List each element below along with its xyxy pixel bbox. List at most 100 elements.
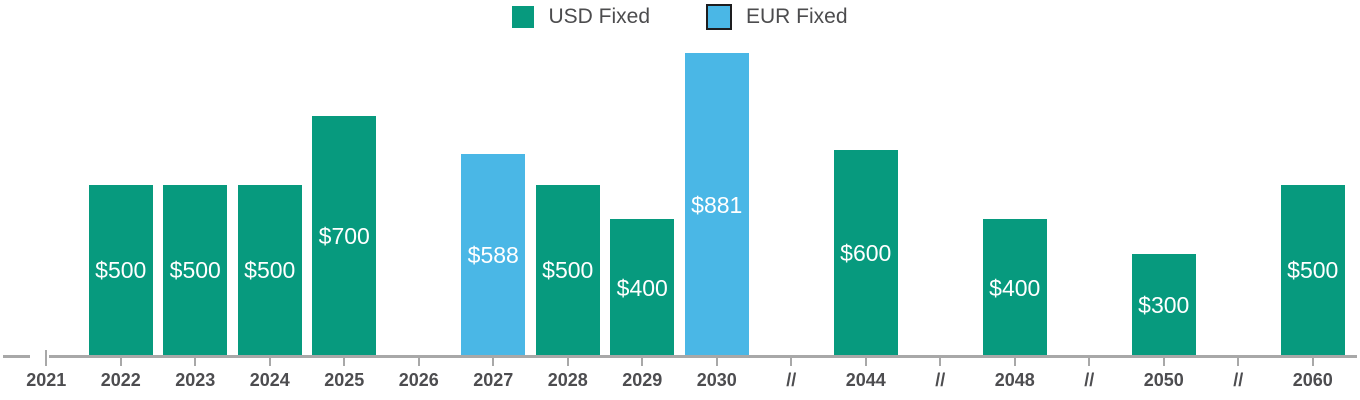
axis-tick <box>790 358 793 366</box>
axis-tick <box>45 350 48 366</box>
bar-slot: $500 <box>531 40 606 357</box>
x-axis-label-2024: 2024 <box>249 370 290 390</box>
bar-value-label: $700 <box>318 222 370 249</box>
legend-item-usd-fixed: USD Fixed <box>512 5 650 29</box>
x-axis-labels: 2021 2022 2023 2024 2025 2026 2027 2028 2029 2030… <box>9 369 1350 391</box>
bar-value-label: $500 <box>244 257 296 284</box>
x-axis-label-2030: 2030 <box>696 370 737 390</box>
axis-tick <box>715 358 718 366</box>
tick-slot <box>531 358 606 374</box>
x-axis-label-2025: 2025 <box>324 370 365 390</box>
tick-slot <box>903 358 978 374</box>
bar-value-label: $500 <box>95 257 147 284</box>
bar-2048: $400 <box>982 219 1047 357</box>
bar-2030: $881 <box>684 53 749 357</box>
axis-tick <box>641 358 644 366</box>
bar-slot: $588 <box>456 40 531 357</box>
tick-slot <box>1127 358 1202 374</box>
plot-area: $500 $500 $500 $700 $588 $500 $400 $881 $600 $400… <box>9 40 1350 357</box>
bar-slot <box>754 40 829 357</box>
bar-value-label: $500 <box>1287 257 1339 284</box>
axis-tick <box>194 358 197 366</box>
x-axis-label-2029: 2029 <box>622 370 663 390</box>
axis-tick <box>1237 358 1240 366</box>
axis-tick <box>343 358 346 366</box>
bar-value-label: $588 <box>467 242 519 269</box>
bar-slot <box>9 40 84 357</box>
tick-slot <box>158 358 233 374</box>
x-axis-label-2048: 2048 <box>994 370 1035 390</box>
bar-2022: $500 <box>88 184 153 357</box>
bar-slot <box>1201 40 1276 357</box>
tick-slot <box>754 358 829 374</box>
x-axis-label-2060: 2060 <box>1292 370 1333 390</box>
chart-legend: USD Fixed EUR Fixed <box>0 4 1360 30</box>
bar-2060: $500 <box>1280 184 1345 357</box>
bar-value-label: $400 <box>989 274 1041 301</box>
legend-label-usd-fixed: USD Fixed <box>548 5 650 28</box>
axis-tick <box>417 358 420 366</box>
bar-value-label: $300 <box>1138 291 1190 318</box>
x-axis-label-2028: 2028 <box>547 370 588 390</box>
bar-slot: $881 <box>680 40 755 357</box>
bar-slot: $500 <box>158 40 233 357</box>
x-axis-label-2044: 2044 <box>845 370 886 390</box>
bar-2023: $500 <box>163 184 228 357</box>
x-axis-label-2027: 2027 <box>473 370 514 390</box>
bar-2028: $500 <box>535 184 600 357</box>
bar-2029: $400 <box>610 219 675 357</box>
tick-slot <box>9 350 84 374</box>
tick-slot <box>829 358 904 374</box>
tick-slot <box>307 358 382 374</box>
bar-slot <box>903 40 978 357</box>
tick-slot <box>456 358 531 374</box>
axis-tick <box>864 358 867 366</box>
eur-fixed-swatch-icon <box>706 4 732 30</box>
bar-slot: $400 <box>605 40 680 357</box>
legend-item-eur-fixed: EUR Fixed <box>706 4 848 30</box>
axis-break-label: // <box>935 370 946 390</box>
tick-slot <box>605 358 680 374</box>
bar-slot: $700 <box>307 40 382 357</box>
bar-slot: $400 <box>978 40 1053 357</box>
axis-tick <box>1311 358 1314 366</box>
tick-slot <box>1276 358 1351 374</box>
bar-value-label: $600 <box>840 240 892 267</box>
x-axis-label-2023: 2023 <box>175 370 216 390</box>
tick-slot <box>1052 358 1127 374</box>
x-axis-label-2021: 2021 <box>26 370 67 390</box>
bar-slot: $500 <box>233 40 308 357</box>
bar-slot <box>1052 40 1127 357</box>
bar-2050: $300 <box>1131 253 1196 357</box>
bar-2025: $700 <box>312 115 377 357</box>
bar-value-label: $500 <box>169 257 221 284</box>
bar-slot: $500 <box>1276 40 1351 357</box>
legend-label-eur-fixed: EUR Fixed <box>746 5 848 28</box>
axis-tick <box>1013 358 1016 366</box>
bar-slot <box>382 40 457 357</box>
axis-tick <box>268 358 271 366</box>
bar-2027: $588 <box>461 154 526 357</box>
bar-slot: $600 <box>829 40 904 357</box>
x-axis-ticks <box>9 350 1351 374</box>
axis-break-label: // <box>786 370 797 390</box>
axis-tick <box>1162 358 1165 366</box>
axis-break-label: // <box>1084 370 1095 390</box>
bar-2044: $600 <box>833 150 898 357</box>
axis-tick <box>492 358 495 366</box>
bar-value-label: $881 <box>691 191 743 218</box>
x-axis-label-2026: 2026 <box>398 370 439 390</box>
axis-tick <box>939 358 942 366</box>
tick-slot <box>233 358 308 374</box>
usd-fixed-swatch-icon <box>512 6 535 28</box>
x-axis-label-2022: 2022 <box>100 370 141 390</box>
tick-slot <box>978 358 1053 374</box>
axis-tick <box>1088 358 1091 366</box>
tick-slot <box>84 358 159 374</box>
bar-2024: $500 <box>237 184 302 357</box>
bar-slot: $300 <box>1127 40 1202 357</box>
axis-break-label: // <box>1233 370 1244 390</box>
axis-tick <box>119 358 122 366</box>
tick-slot <box>1201 358 1276 374</box>
